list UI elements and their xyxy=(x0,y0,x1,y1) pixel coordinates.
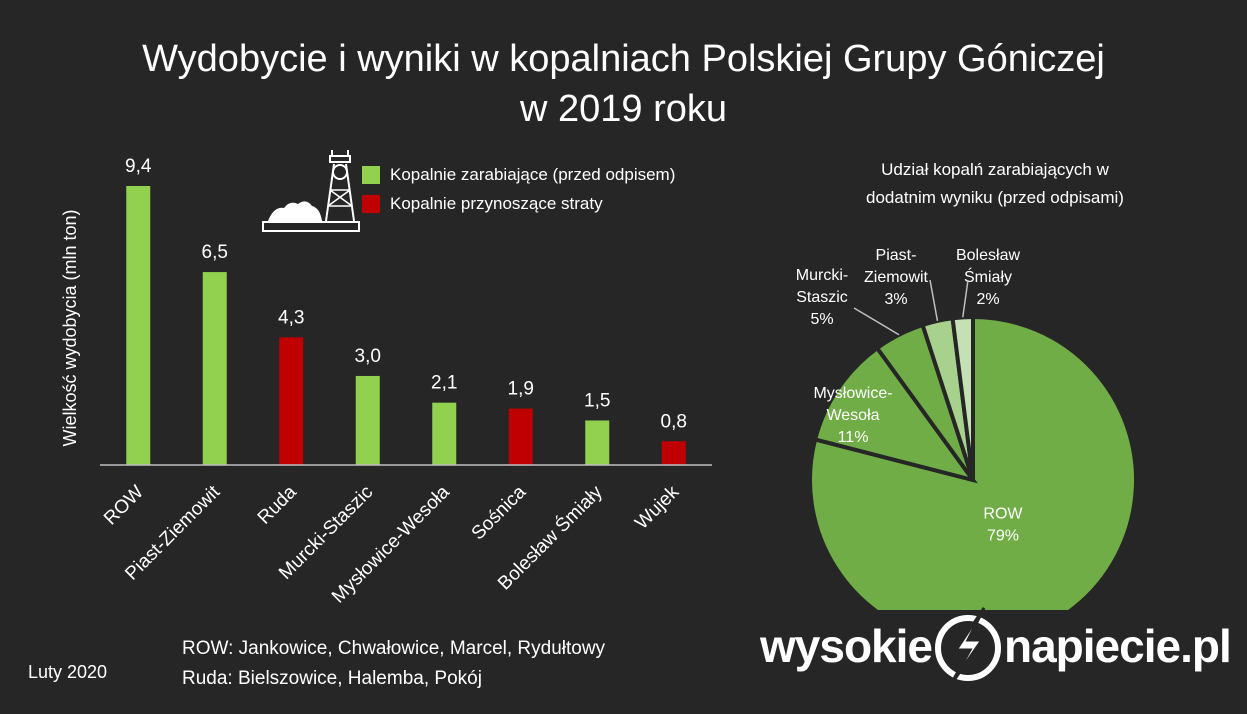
pie-label-1: Mysłowice-Wesoła 11% xyxy=(813,385,892,446)
pie-slice-0 xyxy=(808,314,1138,610)
bar-value-label-2: 4,3 xyxy=(278,307,304,328)
pie-title: Udział kopalń zarabiających w dodatnim w… xyxy=(770,156,1220,212)
pie-label-4: Bolesław Śmiały 2% xyxy=(956,247,1020,308)
date-label: Luty 2020 xyxy=(28,662,108,682)
pie-leader-line-3 xyxy=(929,279,939,322)
x-tick-label-5: Sośnica xyxy=(468,481,531,544)
pie-label-0: ROW 79% xyxy=(983,506,1023,545)
pie-title-line1: Udział kopalń zarabiających w xyxy=(881,160,1109,179)
pie-chart: ROW 79% Mysłowice-Wesoła 11% Murcki-Staszic 5… xyxy=(796,247,1138,610)
note-ruda: Ruda: Bielszowice, Halemba, Pokój xyxy=(182,668,482,689)
pie-leader-line-2 xyxy=(853,307,900,336)
mine-shaft-icon xyxy=(262,150,360,232)
bar-7 xyxy=(661,441,686,465)
pie-slice-1 xyxy=(812,345,978,484)
logo-text-part1: wysokie xyxy=(760,620,933,672)
chart-title: Wydobycie i wyniki w kopalniach Polskiej… xyxy=(0,34,1247,134)
bar-2 xyxy=(279,337,304,465)
bar-value-label-6: 1,5 xyxy=(584,390,610,411)
bar-value-label-3: 3,0 xyxy=(355,346,381,367)
legend-swatch-profit xyxy=(362,165,380,184)
legend-item-loss: Kopalnie przynoszące straty xyxy=(362,189,675,218)
bar-value-label-0: 9,4 xyxy=(125,156,152,177)
x-tick-label-7: Wujek xyxy=(631,481,683,533)
bar-value-label-5: 1,9 xyxy=(508,379,534,400)
logo: wysokie napiecie.pl xyxy=(760,606,1232,687)
notes: ROW: Jankowice, Chwałowice, Marcel, Rydu… xyxy=(182,634,605,694)
bar-chart: 9,46,54,33,02,1 1,91,50,8 ROWPiast-Ziemow… xyxy=(60,156,712,608)
note-row: ROW: Jankowice, Chwałowice, Marcel, Rydu… xyxy=(182,638,606,659)
bar-4 xyxy=(432,402,457,465)
legend-label-loss: Kopalnie przynoszące straty xyxy=(390,193,603,213)
x-tick-label-0: ROW xyxy=(100,482,148,530)
bar-0 xyxy=(126,186,151,465)
bar-6 xyxy=(585,420,610,465)
legend-swatch-loss xyxy=(362,194,380,213)
legend-item-profit: Kopalnie zarabiające (przed odpisem) xyxy=(362,160,675,189)
bar-value-label-7: 0,8 xyxy=(661,411,687,432)
lightning-circle-icon xyxy=(935,607,1001,687)
y-axis-label: Wielkość wydobycia (mln ton) xyxy=(60,209,80,446)
legend-label-profit: Kopalnie zarabiające (przed odpisem) xyxy=(390,164,676,184)
legend: Kopalnie zarabiające (przed odpisem) Kop… xyxy=(362,160,675,218)
pie-title-line2: dodatnim wyniku (przed odpisami) xyxy=(866,188,1124,207)
bar-value-label-1: 6,5 xyxy=(202,242,228,263)
bar-3 xyxy=(355,375,380,465)
chart-title-line1: Wydobycie i wyniki w kopalniach Polskiej… xyxy=(142,38,1105,80)
pie-leader-line-4 xyxy=(962,279,969,318)
logo-text-part2: napiecie.pl xyxy=(1004,620,1232,672)
bar-5 xyxy=(508,408,533,465)
chart-title-line2: w 2019 roku xyxy=(519,88,727,130)
pie-label-3: Piast-Ziemowit 3% xyxy=(864,247,929,308)
pie-label-2: Murcki-Staszic 5% xyxy=(796,267,848,328)
bar-value-label-4: 2,1 xyxy=(431,373,457,394)
x-tick-label-2: Ruda xyxy=(254,481,301,528)
bar-1 xyxy=(202,272,227,465)
